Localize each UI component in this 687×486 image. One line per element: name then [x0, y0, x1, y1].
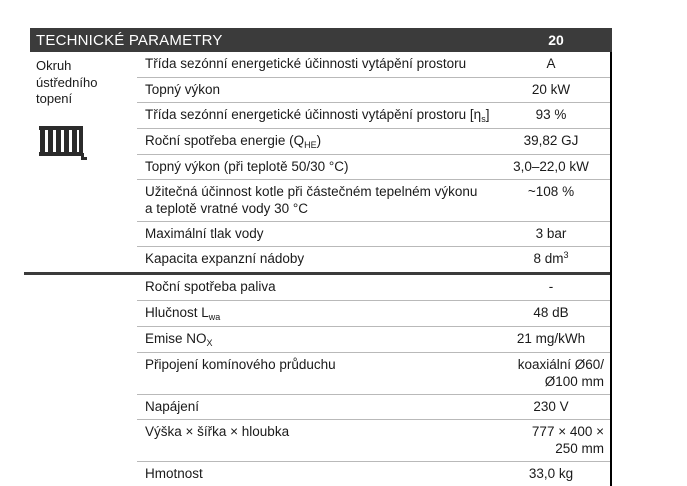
table-body: Okruh ústředního topení	[24, 52, 612, 486]
row-label: Kapacita expanzní nádoby	[145, 251, 305, 266]
row-label: Roční spotřeba energie (QHE)	[137, 129, 498, 154]
row-label-line-2: a teplotě vratné vody 30 °C	[145, 201, 308, 216]
row-label: Napájení	[145, 399, 200, 414]
row-value: 93 %	[535, 107, 567, 122]
circuit-label-line-2: ústředního	[36, 74, 98, 90]
row-value: 39,82 GJ	[523, 133, 579, 148]
row-value: 777 × 400 × 250 mm	[498, 420, 610, 461]
table-row: Topný výkon 20 kW	[137, 77, 610, 102]
row-value: 20 kW	[531, 82, 571, 97]
table-row: Třída sezónní energetické účinnosti vytá…	[137, 52, 610, 77]
circuit-label-line-3: topení	[36, 91, 73, 106]
row-label: Emise NOX	[137, 327, 498, 352]
table-title: TECHNICKÉ PARAMETRY	[36, 31, 223, 49]
table-row: Výška × šířka × hloubka 777 × 400 × 250 …	[137, 419, 610, 461]
row-label-suffix: ]	[485, 107, 490, 122]
table-row: Hmotnost 33,0 kg	[137, 461, 610, 486]
section-divider	[24, 272, 610, 275]
row-label: Hlučnost Lwa	[137, 301, 498, 326]
table-row: Připojení komínového průduchu koaxiální …	[137, 352, 610, 394]
row-label: Užitečná účinnost kotle při částečném te…	[137, 180, 498, 221]
table-row: Užitečná účinnost kotle při částečném te…	[137, 179, 610, 221]
table-row: Roční spotřeba paliva -	[137, 275, 610, 300]
row-label: Třída sezónní energetické účinnosti vytá…	[137, 103, 498, 128]
row-value-text: 8 dm	[533, 251, 564, 266]
row-value: 8 dm3	[498, 247, 610, 272]
row-value: 230 V	[533, 399, 569, 414]
row-label: Hmotnost	[145, 466, 203, 481]
table-row: Kapacita expanzní nádoby 8 dm3	[137, 246, 610, 272]
row-label-subscript: wa	[208, 312, 221, 322]
row-value: -	[548, 279, 554, 294]
row-label: Maximální tlak vody	[145, 226, 264, 241]
row-value: 3,0–22,0 kW	[513, 159, 589, 174]
table-header: TECHNICKÉ PARAMETRY 20	[30, 28, 612, 52]
table-row: Topný výkon (při teplotě 50/30 °C) 3,0–2…	[137, 154, 610, 179]
row-label: Topný výkon (při teplotě 50/30 °C)	[145, 159, 349, 174]
circuit-descriptor-column: Okruh ústředního topení	[30, 52, 137, 166]
row-value: 21 mg/kWh	[516, 331, 586, 346]
row-value-line-2: Ø100 mm	[544, 374, 604, 389]
row-label-text: Třída sezónní energetické účinnosti vytá…	[145, 107, 482, 122]
rows-column: Třída sezónní energetické účinnosti vytá…	[24, 52, 612, 486]
row-label-text: Roční spotřeba energie (Q	[145, 133, 305, 148]
radiator-icon	[37, 123, 137, 166]
row-value: A	[546, 56, 556, 71]
table-row: Emise NOX 21 mg/kWh	[137, 326, 610, 352]
table-row: Třída sezónní energetické účinnosti vytá…	[137, 102, 610, 128]
row-label: Topný výkon	[145, 82, 221, 97]
row-label-line-1: Užitečná účinnost kotle při částečném te…	[145, 184, 478, 199]
row-label-text: Emise NO	[145, 331, 207, 346]
table-row: Maximální tlak vody 3 bar	[137, 221, 610, 246]
row-value: koaxiální Ø60/ Ø100 mm	[498, 353, 610, 394]
row-value: 48 dB	[533, 305, 569, 320]
row-label: Roční spotřeba paliva	[145, 279, 276, 294]
circuit-label-line-1: Okruh	[36, 58, 72, 73]
row-value-line-1: koaxiální Ø60/	[517, 357, 604, 372]
row-label: Třída sezónní energetické účinnosti vytá…	[145, 56, 467, 71]
row-label-suffix: )	[316, 133, 322, 148]
table-row: Napájení 230 V	[137, 394, 610, 419]
row-value: 3 bar	[535, 226, 567, 241]
row-value: ~108 %	[527, 184, 575, 199]
row-value: 33,0 kg	[528, 466, 574, 481]
circuit-descriptor-label: Okruh ústředního topení	[36, 58, 137, 108]
model-column-header: 20	[548, 32, 564, 48]
table-row: Roční spotřeba energie (QHE) 39,82 GJ	[137, 128, 610, 154]
row-label-subscript: HE	[304, 140, 317, 150]
row-value-line-1: 777 × 400 ×	[531, 424, 604, 439]
table-row: Hlučnost Lwa 48 dB	[137, 300, 610, 326]
row-label: Připojení komínového průduchu	[145, 357, 336, 372]
row-label-subscript: X	[206, 338, 213, 348]
row-label: Výška × šířka × hloubka	[145, 424, 290, 439]
row-value-superscript: 3	[563, 250, 569, 260]
row-value-line-2: 250 mm	[555, 441, 604, 456]
row-label-text: Hlučnost L	[145, 305, 209, 320]
row-label-subscript: s	[481, 114, 486, 124]
technical-parameters-table: TECHNICKÉ PARAMETRY 20 Okruh ústředního …	[24, 28, 612, 486]
